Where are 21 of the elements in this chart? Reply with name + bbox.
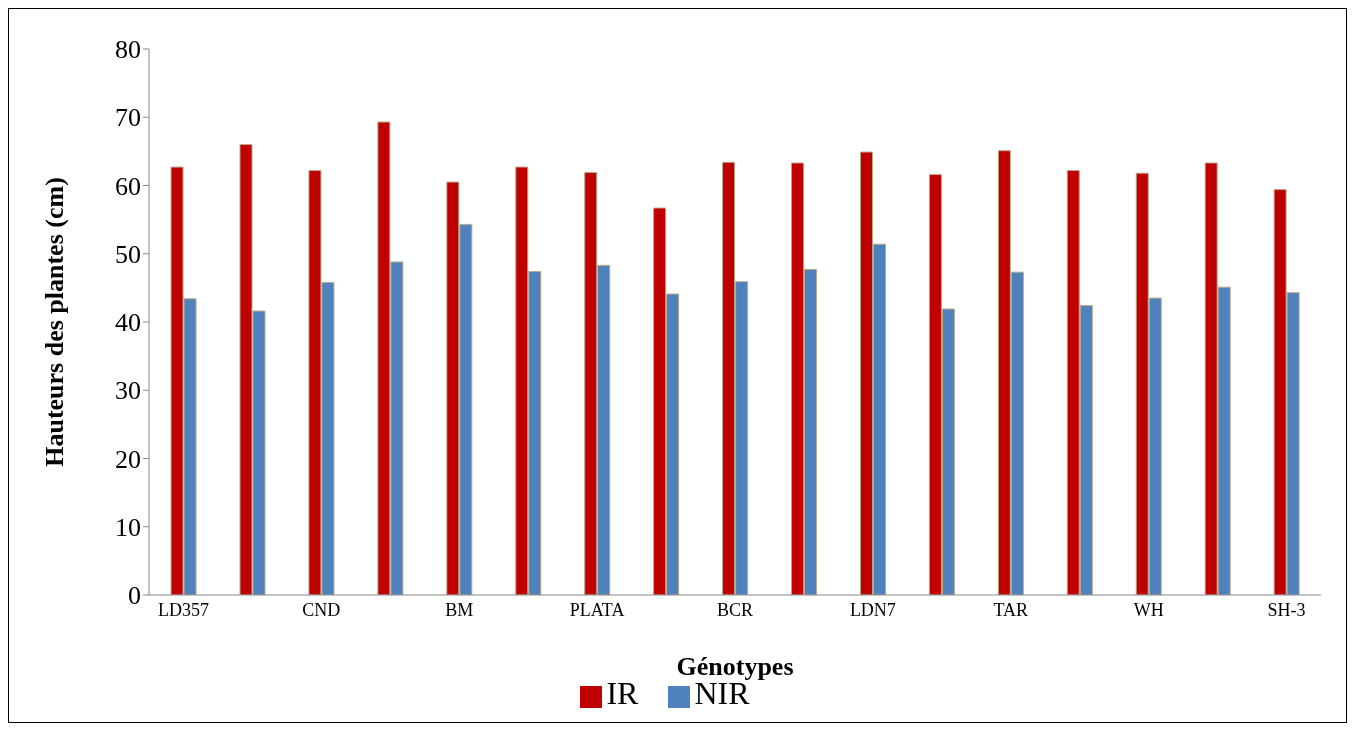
y-tick-label: 40 <box>115 308 141 338</box>
x-tick-label: SH-3 <box>1267 599 1306 620</box>
x-tick-label: WH <box>1133 599 1164 620</box>
x-tick-label: LD357 <box>157 599 209 620</box>
x-tick-label: BM <box>445 599 474 620</box>
y-axis-title: Hauteurs des plantes (cm) <box>40 177 70 467</box>
x-tick-label: CND <box>302 599 341 620</box>
x-tick-label: LDN7 <box>849 599 896 620</box>
x-tick-label: BCR <box>716 599 754 620</box>
y-tick-label: 20 <box>115 444 141 474</box>
y-tick-label: 0 <box>128 581 141 611</box>
x-tick-label: PLATA <box>569 599 625 620</box>
y-tick-label: 50 <box>115 239 141 269</box>
x-axis-title: Génotypes <box>676 652 794 681</box>
legend-label: IR <box>606 675 639 711</box>
y-tick-label: 60 <box>115 171 141 201</box>
y-tick-label: 70 <box>115 103 141 133</box>
x-tick-label: TAR <box>993 599 1029 620</box>
y-tick-label: 30 <box>115 376 141 406</box>
y-tick-label: 10 <box>115 512 141 542</box>
y-tick-label: 80 <box>115 35 141 65</box>
